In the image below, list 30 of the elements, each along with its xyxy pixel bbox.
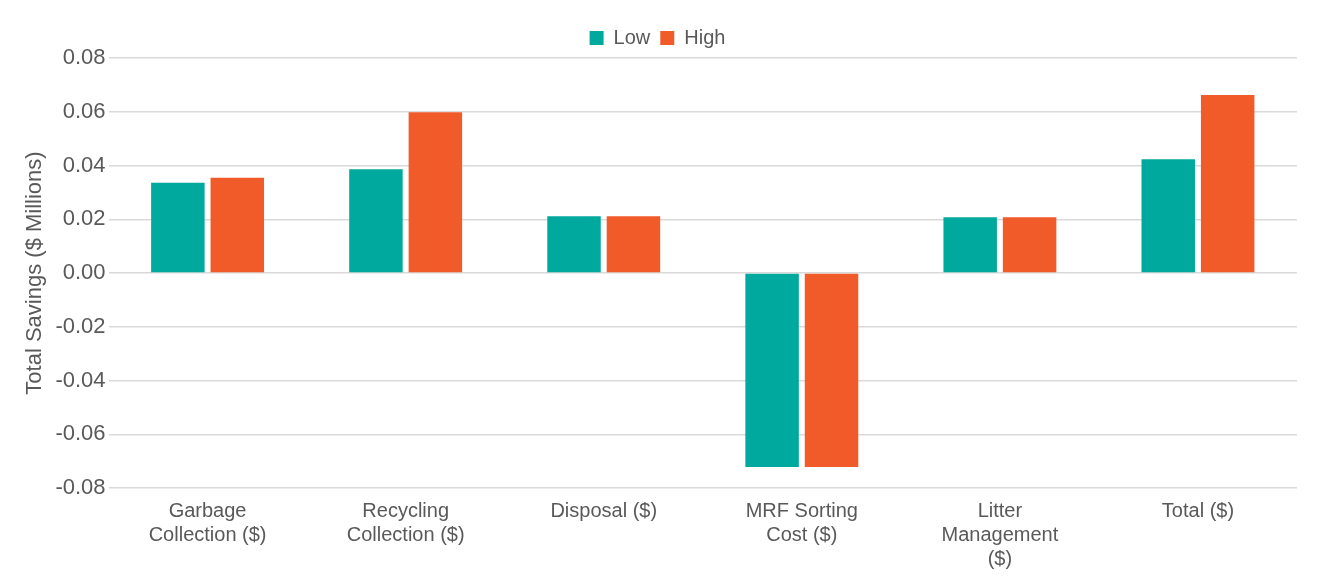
- bar: [1141, 159, 1195, 273]
- bar: [151, 182, 205, 273]
- legend-label: High: [684, 25, 726, 48]
- x-tick-label: Disposal ($): [550, 498, 658, 521]
- bar: [1200, 95, 1255, 273]
- bar: [408, 112, 463, 273]
- bar: [547, 216, 601, 273]
- bar: [1002, 217, 1057, 273]
- x-tick-label: Litter Management ($): [941, 498, 1059, 569]
- legend-label: Low: [613, 25, 651, 48]
- bar: [349, 169, 403, 273]
- x-tick-label: MRF Sorting Cost ($): [745, 498, 858, 545]
- bar: [943, 217, 997, 273]
- bar: [210, 177, 265, 273]
- x-tick-label: Recycling Collection ($): [346, 498, 465, 545]
- bar: [745, 273, 799, 468]
- y-tick-label: 0.06: [62, 97, 106, 123]
- bar: [606, 216, 661, 273]
- y-axis-title: Total Savings ($ Millions): [21, 151, 47, 395]
- y-tick-label: 0.08: [62, 44, 106, 70]
- x-tick-label: Total ($): [1161, 498, 1235, 521]
- y-tick-label: -0.08: [55, 474, 106, 500]
- y-tick-label: 0.00: [62, 259, 106, 285]
- x-tick-label: Garbage Collection ($): [148, 498, 267, 545]
- y-tick-label: 0.02: [62, 205, 106, 231]
- bar: [804, 273, 859, 468]
- y-tick-label: -0.04: [55, 366, 106, 392]
- y-tick-label: -0.02: [55, 312, 106, 338]
- y-tick-label: 0.04: [62, 151, 106, 177]
- y-tick-label: -0.06: [55, 420, 106, 446]
